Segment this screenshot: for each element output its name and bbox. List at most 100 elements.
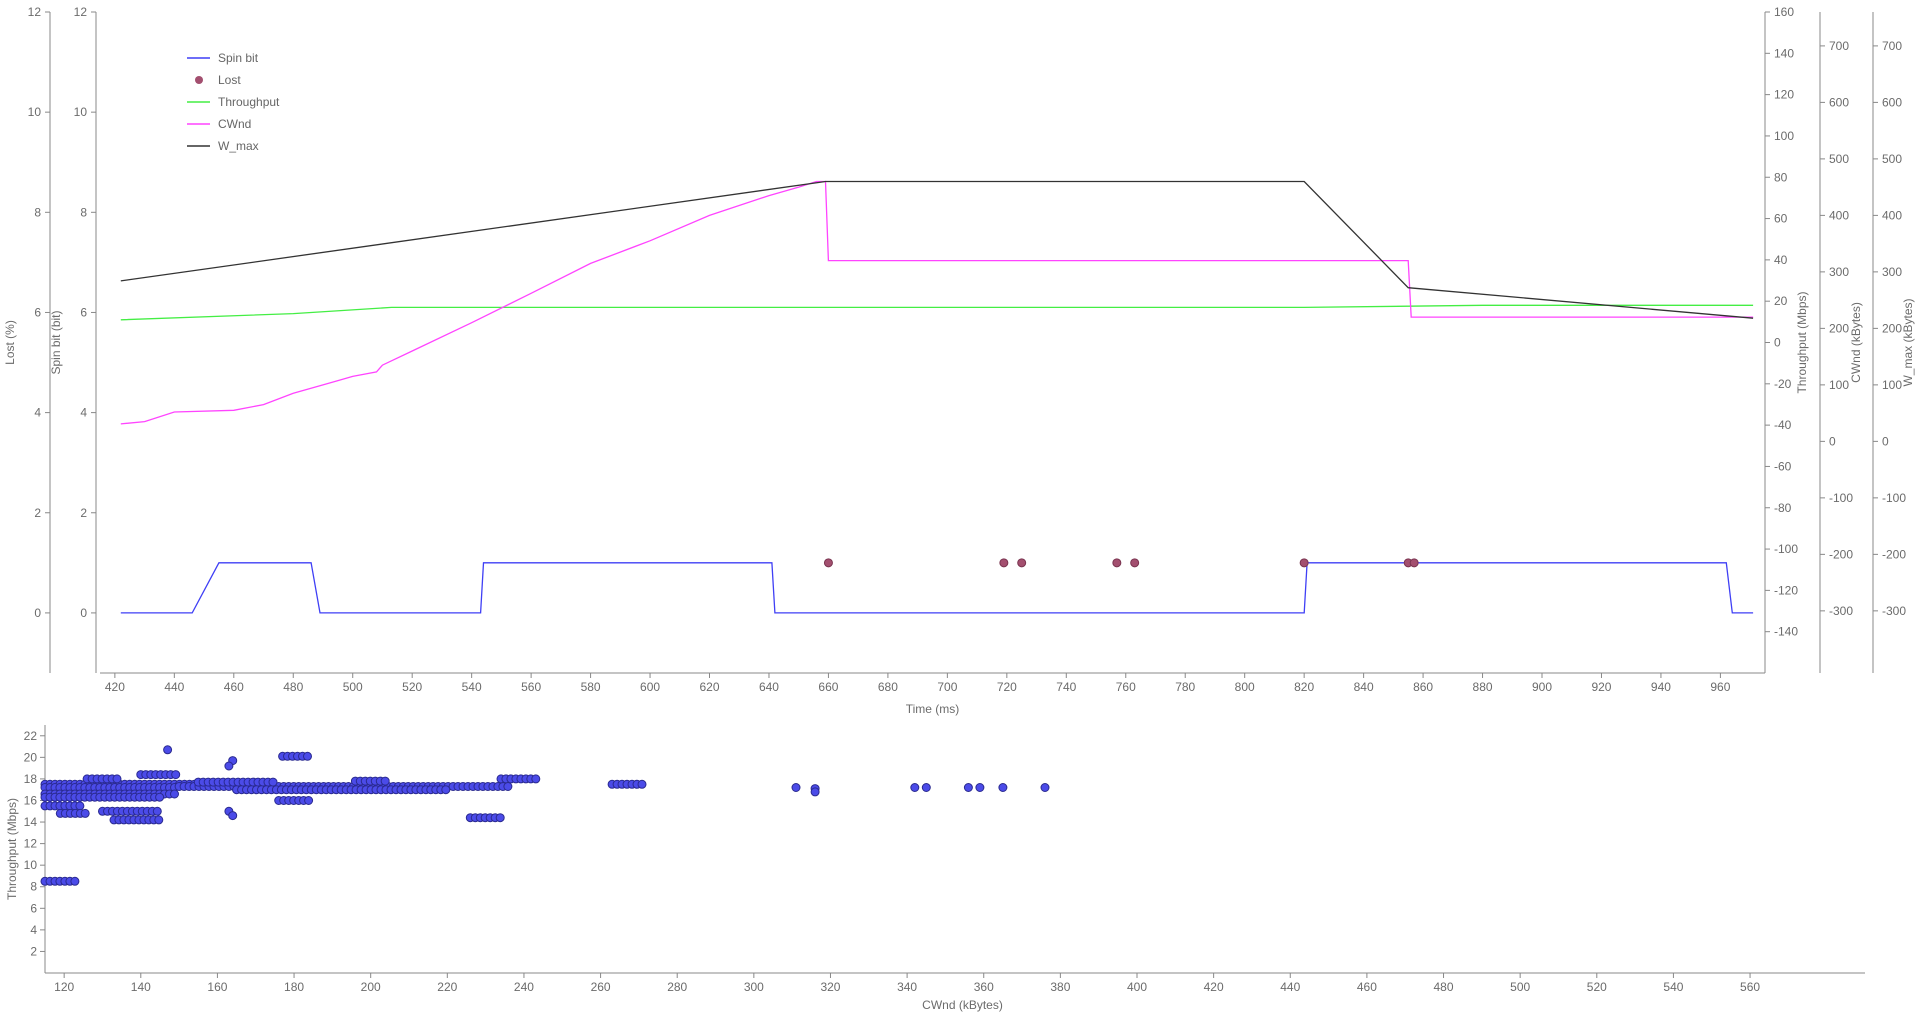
cwnd-line [120,180,1754,425]
cwnd-tick-label: 400 [1829,208,1849,222]
scatter-point [80,808,90,818]
x-tick-label: 420 [105,680,125,694]
x-tick-label: 460 [224,680,244,694]
x-tick-label: 500 [343,680,363,694]
spin-tick-label: 10 [74,105,88,119]
scatter-x-tick-label: 260 [591,980,611,994]
scatter-point [380,776,390,786]
scatter-point [163,745,173,755]
scatter-x-tick-label: 440 [1280,980,1300,994]
scatter-y-axis-label: Throughput (Mbps) [5,798,19,900]
wmax-tick-label: 600 [1882,95,1902,109]
legend-dot-icon [195,76,203,84]
x-tick-label: 900 [1532,680,1552,694]
time-series-plot-area [120,180,1754,614]
throughput-tick-label: 100 [1774,129,1794,143]
lost-point [1112,558,1122,568]
legend-item: Lost [195,73,241,87]
throughput-tick-label: 0 [1774,336,1781,350]
x-tick-label: 680 [878,680,898,694]
wmax-tick-label: -100 [1882,491,1906,505]
w-max-line [120,180,1754,319]
scatter-y-tick-label: 4 [30,923,37,937]
lost-point [1409,558,1419,568]
x-tick-label: 740 [1056,680,1076,694]
scatter-x-axis-label: CWnd (kBytes) [922,998,1003,1012]
legend-label: W_max [218,139,259,153]
time-series-chart: 420 440 460 480 500 520 540 560 580 600 620 640 660 6… [3,5,1915,716]
cwnd-tick-label: -300 [1829,604,1853,618]
spin-tick-label: 6 [80,305,87,319]
scatter-point [171,770,181,780]
legend-label: Spin bit [218,51,259,65]
wmax-tick-label: 0 [1882,434,1889,448]
scatter-x-tick-label: 320 [820,980,840,994]
x-tick-label: 800 [1235,680,1255,694]
scatter-x-tick-label: 140 [131,980,151,994]
scatter-point [998,783,1008,792]
throughput-tick-label: 120 [1774,88,1794,102]
spin-bit-line [120,562,1754,614]
cwnd-tick-label: 100 [1829,378,1849,392]
scatter-point [503,782,513,791]
cwnd-tick-label: 200 [1829,321,1849,335]
scatter-y-tick-label: 10 [24,858,38,872]
scatter-x-tick-label: 300 [744,980,764,994]
throughput-tick-label: -40 [1774,418,1792,432]
scatter-x-tick-label: 480 [1434,980,1454,994]
x-tick-label: 600 [640,680,660,694]
x-tick-label: 780 [1175,680,1195,694]
cwnd-tick-label: 700 [1829,39,1849,53]
spin-tick-label: 4 [80,406,87,420]
spin-tick-label: 8 [80,205,87,219]
scatter-point [152,806,162,816]
x-tick-label: 860 [1413,680,1433,694]
scatter-x-tick-label: 460 [1357,980,1377,994]
legend: Spin bit Lost Throughput CWnd W_max [187,51,280,153]
scatter-y-tick-label: 6 [30,901,37,915]
scatter-point [170,789,179,799]
spin-tick-label: 2 [80,506,87,520]
x-axis-label: Time (ms) [906,702,960,716]
x-tick-label: 440 [164,680,184,694]
legend-label: Throughput [218,95,280,109]
wmax-tick-label: 500 [1882,152,1902,166]
scatter-y-tick-label: 14 [24,815,38,829]
scatter-x-tick-label: 420 [1204,980,1224,994]
cwnd-axis-label: CWnd (kBytes) [1849,302,1863,383]
wmax-tick-label: 100 [1882,378,1902,392]
cwnd-tick-label: 500 [1829,152,1849,166]
x-tick-label: 720 [997,680,1017,694]
throughput-tick-label: -140 [1774,625,1798,639]
scatter-y-tick-label: 20 [24,750,38,764]
x-tick-label: 540 [462,680,482,694]
scatter-x-tick-label: 120 [54,980,74,994]
throughput-tick-label: 40 [1774,253,1788,267]
time-series-axes: 420 440 460 480 500 520 540 560 580 600 620 640 660 6… [3,5,1915,716]
wmax-tick-label: 200 [1882,321,1902,335]
x-tick-label: 820 [1294,680,1314,694]
scatter-point [304,796,314,805]
scatter-point [531,774,541,784]
cwnd-tick-label: 0 [1829,434,1836,448]
throughput-axis-label: Throughput (Mbps) [1795,291,1809,393]
wmax-tick-label: 400 [1882,208,1902,222]
scatter-point [70,876,80,886]
cwnd-tick-label: -200 [1829,547,1853,561]
scatter-x-tick-label: 360 [974,980,994,994]
lost-tick-label: 4 [34,406,41,420]
lost-point [999,558,1009,568]
lost-tick-label: 8 [34,205,41,219]
x-tick-label: 580 [581,680,601,694]
throughput-tick-label: -100 [1774,542,1798,556]
lost-point [1299,558,1309,568]
x-tick-label: 700 [937,680,957,694]
scatter-point [637,779,647,789]
scatter-x-tick-label: 540 [1663,980,1683,994]
x-tick-label: 480 [283,680,303,694]
lost-tick-label: 2 [34,506,41,520]
scatter-x-tick-label: 380 [1050,980,1070,994]
scatter-point [1040,783,1050,792]
legend-label: Lost [218,73,241,87]
spin-tick-label: 12 [74,5,88,19]
